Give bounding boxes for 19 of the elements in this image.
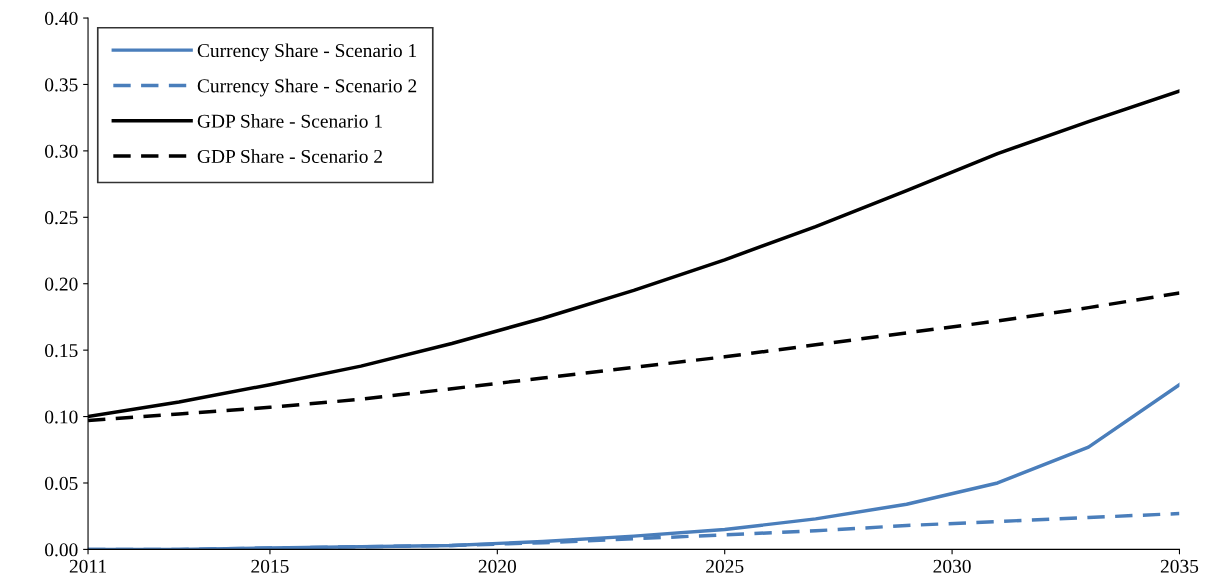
x-tick-label: 2011 [69,559,106,573]
legend-label: GDP Share - Scenario 2 [197,149,382,163]
x-tick-label: 2015 [251,559,289,573]
legend-label: GDP Share - Scenario 1 [197,114,382,128]
y-tick-label: 0.20 [45,277,78,291]
x-tick-label: 2035 [1160,559,1199,573]
legend-label: Currency Share - Scenario 2 [197,78,417,97]
x-tick-label: 2025 [706,559,744,573]
y-tick-label: 0.25 [45,211,78,225]
y-tick-label: 0.05 [45,476,78,491]
y-tick-label: 0.10 [45,410,78,424]
y-tick-label: 0.00 [45,543,78,557]
x-tick-label: 2030 [933,559,971,573]
y-tick-label: 0.15 [45,343,78,358]
y-tick-label: 0.35 [45,78,78,92]
legend-label: Currency Share - Scenario 1 [197,43,417,62]
x-tick-label: 2020 [478,559,517,573]
y-tick-label: 0.30 [45,144,78,158]
y-tick-label: 0.40 [45,11,78,26]
